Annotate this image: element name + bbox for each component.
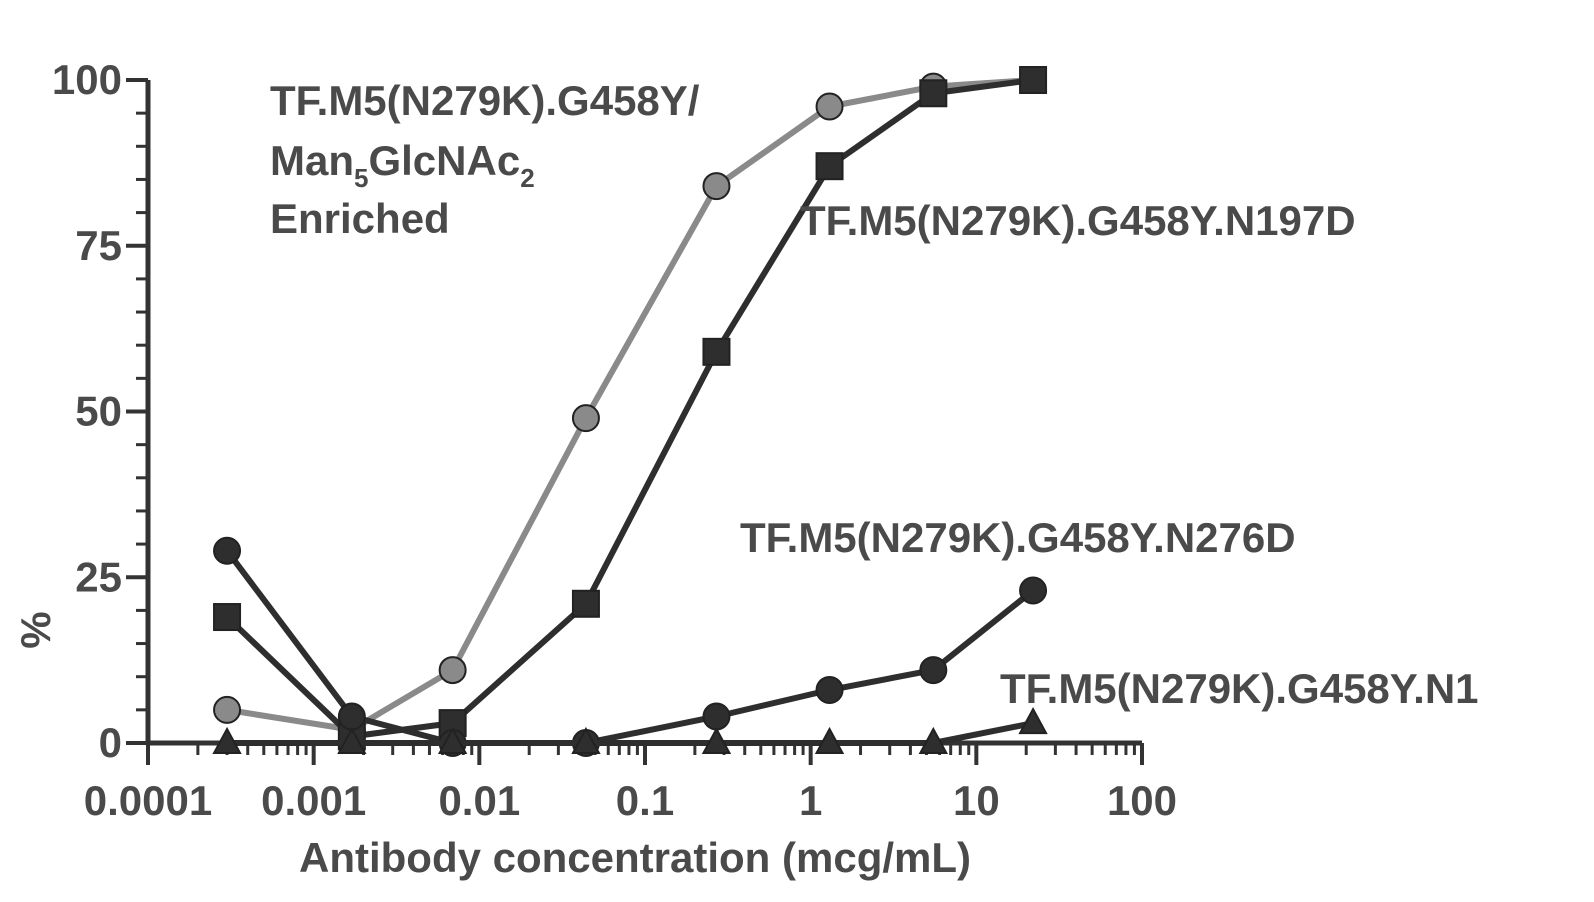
data-point-triangle	[437, 726, 468, 754]
series-label-enriched-line3: Enriched	[270, 195, 450, 242]
y-tick-label: 25	[75, 553, 122, 600]
data-point-square	[815, 152, 844, 181]
y-tick-label: 100	[52, 56, 122, 103]
data-point-square	[213, 603, 242, 632]
series-label-n276d: TF.M5(N279K).G458Y.N276D	[740, 514, 1296, 561]
series-line	[227, 720, 1034, 746]
x-tick-label: 100	[1107, 777, 1177, 824]
data-point-circle	[815, 675, 844, 704]
x-tick-label: 0.1	[616, 777, 674, 824]
series-label-enriched-glycan: Man5GlcNAc2	[270, 137, 535, 193]
y-tick-label: 75	[75, 222, 122, 269]
x-tick-label: 1	[799, 777, 822, 824]
series-label-enriched-line1: TF.M5(N279K).G458Y/	[270, 77, 700, 124]
glycan-man-subscript: 5	[354, 163, 368, 193]
series-line	[224, 548, 1035, 746]
glycan-glcnac: GlcNAc	[368, 137, 520, 184]
data-point-triangle	[918, 726, 948, 754]
data-point-square	[702, 337, 731, 366]
x-tick-label: 0.0001	[84, 777, 212, 824]
data-point-triangle	[571, 726, 601, 754]
data-point-square	[919, 79, 948, 108]
glycan-man: Man	[270, 137, 354, 184]
y-tick-label: 0	[99, 719, 122, 766]
data-point-circle	[438, 656, 467, 685]
data-point-triangle	[212, 726, 242, 754]
data-point-circle	[337, 702, 366, 731]
series-label-n1: TF.M5(N279K).G458Y.N1	[1000, 665, 1479, 712]
series-line	[224, 77, 1034, 740]
data-point-circle	[213, 536, 242, 565]
x-axis-title: Antibody concentration (mcg/mL)	[299, 834, 971, 881]
y-axis-title: %	[12, 611, 59, 648]
data-point-circle	[213, 695, 242, 724]
x-tick-label: 0.001	[261, 777, 366, 824]
series-layer	[212, 66, 1048, 757]
glycan-glcnac-subscript: 2	[520, 163, 534, 193]
x-tick-label: 10	[953, 777, 1000, 824]
series-label-enriched: TF.M5(N279K).G458Y/	[270, 77, 700, 124]
series-4	[212, 707, 1048, 754]
data-point-circle	[571, 404, 600, 433]
data-point-circle	[919, 656, 948, 685]
data-point-circle	[702, 702, 731, 731]
data-point-circle	[702, 172, 731, 201]
data-point-square	[1019, 66, 1048, 94]
y-tick-label: 50	[75, 388, 122, 435]
labels-layer: Antibody concentration (mcg/mL) % TF.M5(…	[12, 77, 1479, 881]
data-point-triangle	[701, 726, 732, 754]
data-point-circle	[815, 92, 844, 121]
series-label-n197d: TF.M5(N279K).G458Y.N197D	[800, 197, 1356, 244]
data-point-triangle	[814, 726, 845, 754]
data-point-triangle	[1018, 707, 1048, 735]
data-point-circle	[1019, 576, 1048, 605]
data-point-square	[571, 589, 600, 618]
x-tick-label: 0.01	[438, 777, 520, 824]
data-point-triangle	[337, 726, 367, 754]
